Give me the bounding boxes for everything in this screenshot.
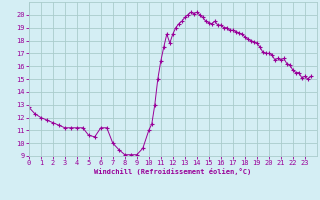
X-axis label: Windchill (Refroidissement éolien,°C): Windchill (Refroidissement éolien,°C) <box>94 168 252 175</box>
